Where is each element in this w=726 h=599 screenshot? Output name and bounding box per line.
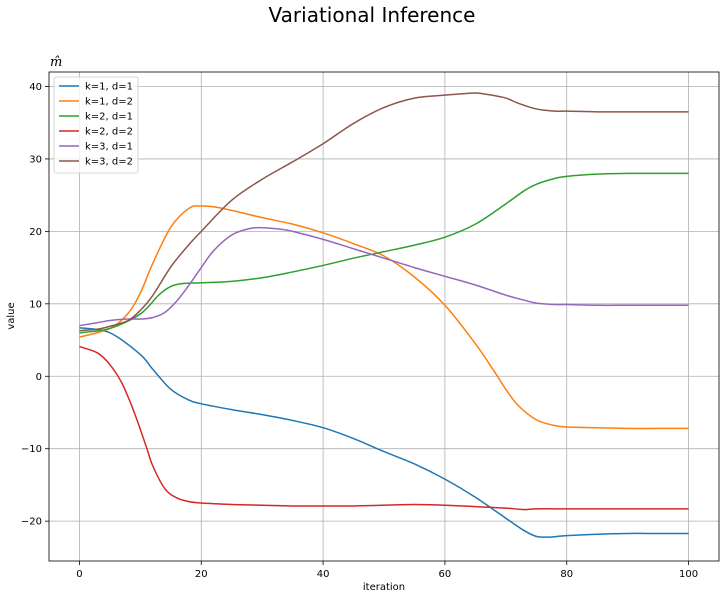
legend-label: k=2, d=2	[85, 127, 133, 138]
page-title: Variational Inference	[269, 3, 476, 27]
x-tick-label: 40	[317, 569, 330, 580]
legend-label: k=3, d=2	[85, 157, 133, 168]
series-lines	[79, 92, 689, 538]
x-tick-label: 100	[679, 569, 698, 580]
series-line-4	[79, 345, 689, 511]
x-tick-label: 80	[560, 569, 573, 580]
x-axis-label: iteration	[363, 582, 405, 593]
series-line-1	[79, 326, 689, 538]
y-tick-label: 20	[29, 227, 42, 238]
legend-label: k=1, d=1	[85, 82, 133, 93]
y-tick-label: −10	[21, 444, 42, 455]
y-tick-label: 10	[29, 299, 42, 310]
legend-label: k=2, d=1	[85, 112, 133, 123]
legend: k=1, d=1 k=1, d=2 k=2, d=1 k=2, d=2 k=3, d=1…	[53, 76, 139, 174]
y-tick-label: 40	[29, 82, 42, 93]
legend-label: k=1, d=2	[85, 97, 133, 108]
series-line-3	[79, 172, 689, 334]
grid	[49, 72, 719, 561]
y-tick-label: 0	[36, 372, 42, 383]
chart-title: m̂	[50, 55, 62, 70]
y-axis-label: value	[6, 302, 17, 329]
y-axis: −20 −10 0 10 20 30 40	[21, 82, 49, 528]
x-tick-label: 20	[195, 569, 208, 580]
series-line-2	[79, 205, 689, 430]
x-axis: 0 20 40 60 80 100	[76, 561, 698, 580]
y-tick-label: −20	[21, 517, 42, 528]
x-tick-label: 0	[76, 569, 82, 580]
series-line-5	[79, 226, 689, 327]
x-tick-label: 60	[439, 569, 452, 580]
plot-frame	[48, 71, 720, 562]
y-tick-label: 30	[29, 154, 42, 165]
series-line-6	[79, 92, 689, 332]
legend-label: k=3, d=1	[85, 142, 133, 153]
